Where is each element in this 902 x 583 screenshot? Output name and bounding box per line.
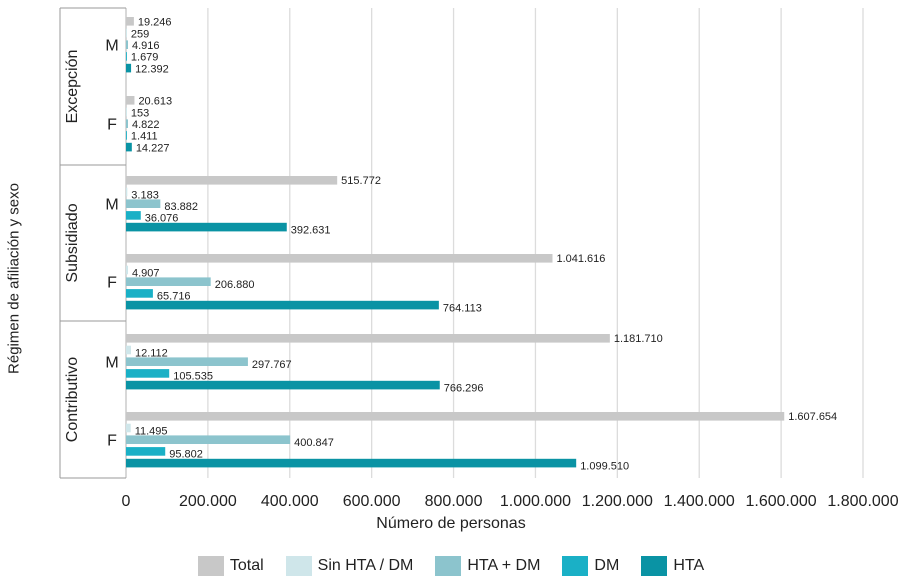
x-tick-label: 1.400.000 [664, 493, 735, 510]
group-label: Subsidiado [64, 203, 81, 282]
bar-total [126, 17, 134, 26]
data-label: 19.246 [138, 17, 172, 29]
data-label: 153 [131, 107, 149, 119]
x-tick-label: 800.000 [425, 493, 483, 510]
data-label: 1.411 [131, 131, 158, 143]
bar-dm [126, 369, 170, 378]
data-label: 392.631 [291, 224, 331, 236]
bar-total [126, 96, 135, 105]
data-label: 400.847 [294, 437, 334, 449]
data-label: 515.772 [341, 175, 381, 187]
data-label: 1.099.510 [580, 460, 629, 472]
bar-dm [126, 289, 153, 298]
legend-label-total: Total [229, 557, 264, 574]
data-label: 11.495 [135, 425, 168, 437]
bar-hta [126, 142, 132, 152]
bar-hta-dm [126, 435, 291, 444]
bar-dm [126, 52, 127, 61]
data-label: 259 [131, 28, 149, 40]
bar-dm [126, 211, 141, 220]
legend-swatch-sin-hta-dm [285, 556, 312, 576]
x-tick-label: 0 [122, 493, 131, 510]
bar-hta [126, 380, 440, 390]
bar-hta-dm [126, 199, 161, 208]
bar-chart: 0 200.000 400.000 600.000 800.000 1.000.000 1.… [59, 7, 899, 510]
data-label: 65.716 [157, 291, 191, 303]
data-label: 1.181.710 [614, 333, 663, 345]
data-label: 83.882 [164, 201, 198, 213]
bar-total [126, 254, 553, 263]
group-label: Excepción [64, 50, 81, 124]
data-label: 20.613 [138, 96, 172, 108]
sex-label: M [105, 38, 118, 55]
data-label: 14.227 [136, 142, 170, 154]
bar-sin-hta-dm [126, 345, 131, 355]
bar-total [126, 334, 610, 343]
bar-dm [126, 447, 166, 456]
bar-total [126, 412, 785, 421]
x-tick-label: 1.200.000 [582, 493, 653, 510]
x-tick-label: 1.000.000 [500, 493, 571, 510]
bar-sin-hta-dm [126, 423, 131, 433]
bar-total [126, 176, 338, 185]
data-label: 4.822 [132, 119, 160, 131]
bar-hta [126, 300, 439, 310]
data-label: 3.183 [131, 189, 159, 201]
data-label: 12.112 [135, 347, 168, 359]
data-label: 4.907 [132, 267, 160, 279]
legend: Total Sin HTA / DM HTA + DM DM HTA [0, 556, 902, 576]
legend-swatch-hta [641, 556, 668, 576]
x-tick-label: 600.000 [343, 493, 401, 510]
data-label: 1.679 [131, 52, 159, 64]
data-label: 297.767 [252, 359, 292, 371]
data-label: 12.392 [135, 63, 169, 75]
legend-label-dm: DM [594, 557, 620, 574]
x-axis-label: Número de personas [376, 515, 526, 532]
x-tick-label: 200.000 [179, 493, 237, 510]
bar-sin-hta-dm [126, 28, 127, 38]
data-label: 95.802 [169, 449, 203, 461]
sex-label: F [107, 275, 117, 292]
legend-label-hta-dm: HTA + DM [467, 557, 541, 574]
data-label: 764.113 [443, 302, 482, 314]
legend-label-hta: HTA [673, 557, 705, 574]
bar-hta-dm [126, 40, 129, 49]
legend-item-dm: DM [562, 556, 619, 576]
data-label: 105.535 [173, 371, 213, 383]
group-label: Contributivo [64, 357, 81, 442]
bar-hta-dm [126, 119, 128, 128]
data-label: 4.916 [132, 40, 160, 52]
bar-sin-hta-dm [126, 107, 127, 117]
bar-dm [126, 131, 127, 140]
data-label: 206.880 [215, 279, 255, 291]
x-tick-label: 1.600.000 [746, 493, 817, 510]
bar-hta-dm [126, 357, 248, 366]
legend-item-sin-hta-dm: Sin HTA / DM [285, 556, 414, 576]
legend-swatch-dm [562, 556, 589, 576]
sex-label: M [105, 197, 118, 214]
legend-item-total: Total [197, 556, 264, 576]
bar-hta-dm [126, 277, 211, 286]
x-tick-label: 400.000 [261, 493, 319, 510]
sex-label: F [107, 433, 117, 450]
bar-sin-hta-dm [126, 265, 129, 275]
x-tick-label: 1.800.000 [827, 493, 898, 510]
bar-hta [126, 458, 577, 468]
data-label: 1.607.654 [788, 411, 837, 423]
legend-swatch-total [197, 556, 224, 576]
data-label: 36.076 [145, 213, 179, 225]
sex-label: F [107, 117, 117, 134]
bar-sin-hta-dm [126, 187, 128, 197]
bar-hta [126, 222, 287, 232]
data-label: 766.296 [444, 382, 484, 394]
data-label: 1.041.616 [556, 253, 605, 265]
y-axis-label: Régimen de afiliación y sexo [5, 183, 23, 374]
legend-item-hta-dm: HTA + DM [435, 556, 540, 576]
legend-label-sin-hta-dm: Sin HTA / DM [317, 557, 414, 574]
legend-item-hta: HTA [641, 556, 704, 576]
sex-label: M [105, 355, 118, 372]
bar-hta [126, 63, 132, 73]
legend-swatch-hta-dm [435, 556, 462, 576]
